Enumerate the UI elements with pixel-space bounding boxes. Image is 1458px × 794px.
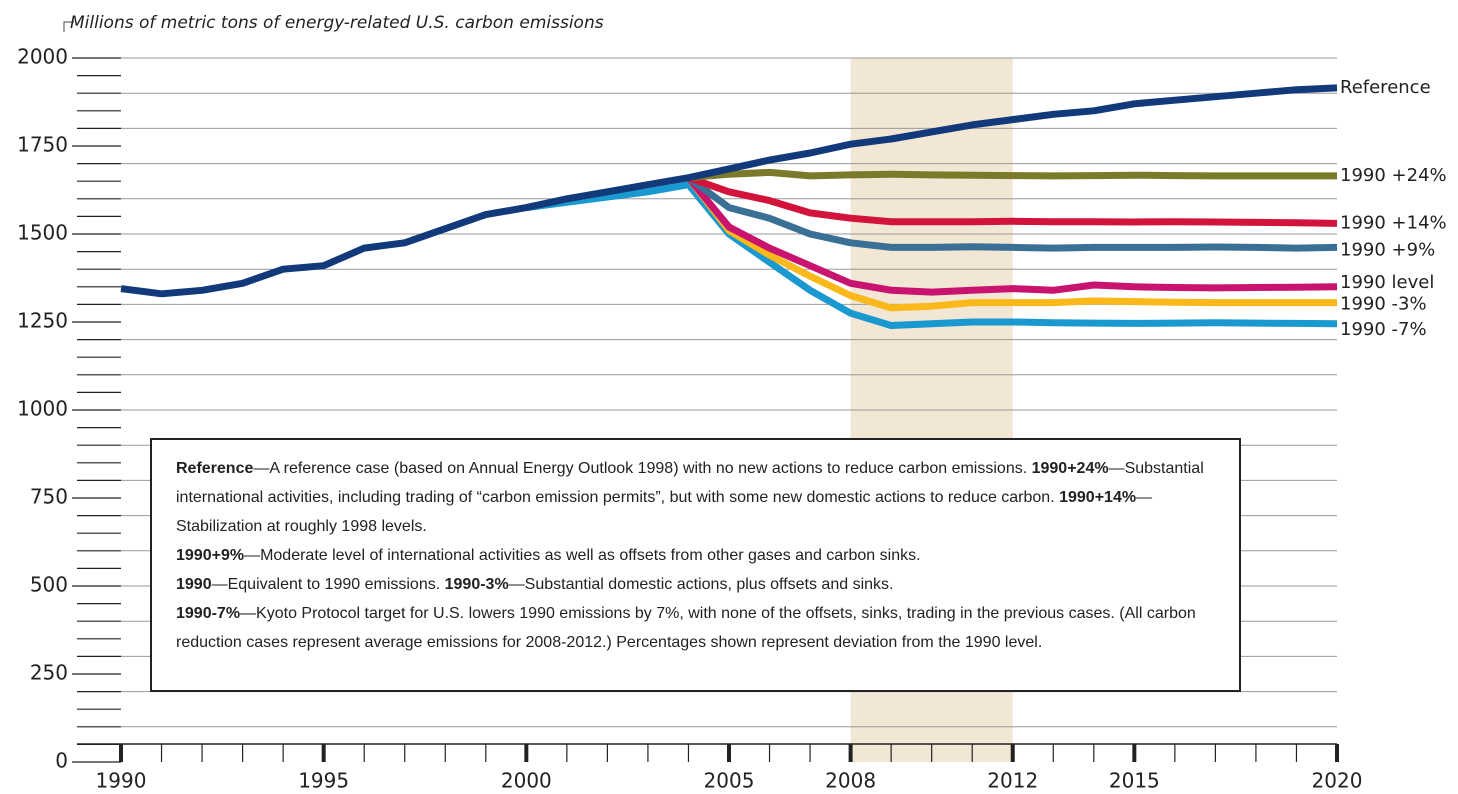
x-tick-label: 2012 xyxy=(987,769,1038,793)
y-tick-label: 2000 xyxy=(17,45,68,69)
y-tick-label: 0 xyxy=(55,749,68,773)
note-text: —Moderate level of international activit… xyxy=(244,547,921,564)
series-label: 1990 +24% xyxy=(1340,165,1447,186)
series-line xyxy=(687,174,1338,227)
series-label: 1990 level xyxy=(1340,272,1434,293)
series-line xyxy=(685,175,1337,312)
series-line xyxy=(688,168,1337,182)
note-text: —Substantial international activities, i… xyxy=(176,460,1204,506)
series-line xyxy=(525,181,1338,329)
series-label: 1990 +14% xyxy=(1340,212,1447,233)
series-line xyxy=(686,174,1338,252)
series-line xyxy=(120,84,1338,298)
notes-box: Reference—A reference case (based on Ann… xyxy=(150,438,1241,692)
note-term: 1990+24% xyxy=(1031,460,1109,477)
note-text: —Equivalent to 1990 emissions. xyxy=(211,576,441,593)
x-tick-label: 2008 xyxy=(825,769,876,793)
note-text: —Substantial domestic actions, plus offs… xyxy=(508,576,894,593)
note-term: 1990+9% xyxy=(176,547,245,564)
y-tick-label: 1000 xyxy=(17,397,68,421)
note-term: 1990 xyxy=(176,576,212,593)
series-line xyxy=(685,175,1338,296)
x-tick-label: 1995 xyxy=(298,769,349,793)
x-tick-label: 2015 xyxy=(1109,769,1160,793)
y-tick-label: 750 xyxy=(30,485,68,509)
note-term: 1990-7% xyxy=(176,605,241,622)
series-label: 1990 +9% xyxy=(1340,239,1435,260)
note-term: 1990-3% xyxy=(444,576,509,593)
series-label: 1990 -7% xyxy=(1340,319,1427,340)
title-bracket xyxy=(63,21,74,32)
y-tick-label: 250 xyxy=(30,661,68,685)
note-text: —A reference case (based on Annual Energ… xyxy=(253,460,1028,477)
y-tick-label: 1750 xyxy=(17,133,68,157)
y-tick-label: 1500 xyxy=(17,221,68,245)
chart-title: Millions of metric tons of energy-relate… xyxy=(70,13,604,33)
x-tick-label: 2000 xyxy=(501,769,552,793)
series-label: Reference xyxy=(1340,77,1431,98)
series-label: 1990 -3% xyxy=(1340,294,1427,315)
note-text: —Kyoto Protocol target for U.S. lowers 1… xyxy=(176,605,1196,651)
note-term: 1990+14% xyxy=(1059,489,1137,506)
note-text: —Stabilization at roughly 1998 levels. xyxy=(176,489,1153,535)
y-tick-label: 500 xyxy=(30,573,68,597)
y-tick-label: 1250 xyxy=(17,309,68,333)
note-term: Reference xyxy=(176,460,254,477)
x-tick-label: 2005 xyxy=(704,769,755,793)
x-tick-label: 1990 xyxy=(96,769,147,793)
x-tick-label: 2020 xyxy=(1312,769,1363,793)
